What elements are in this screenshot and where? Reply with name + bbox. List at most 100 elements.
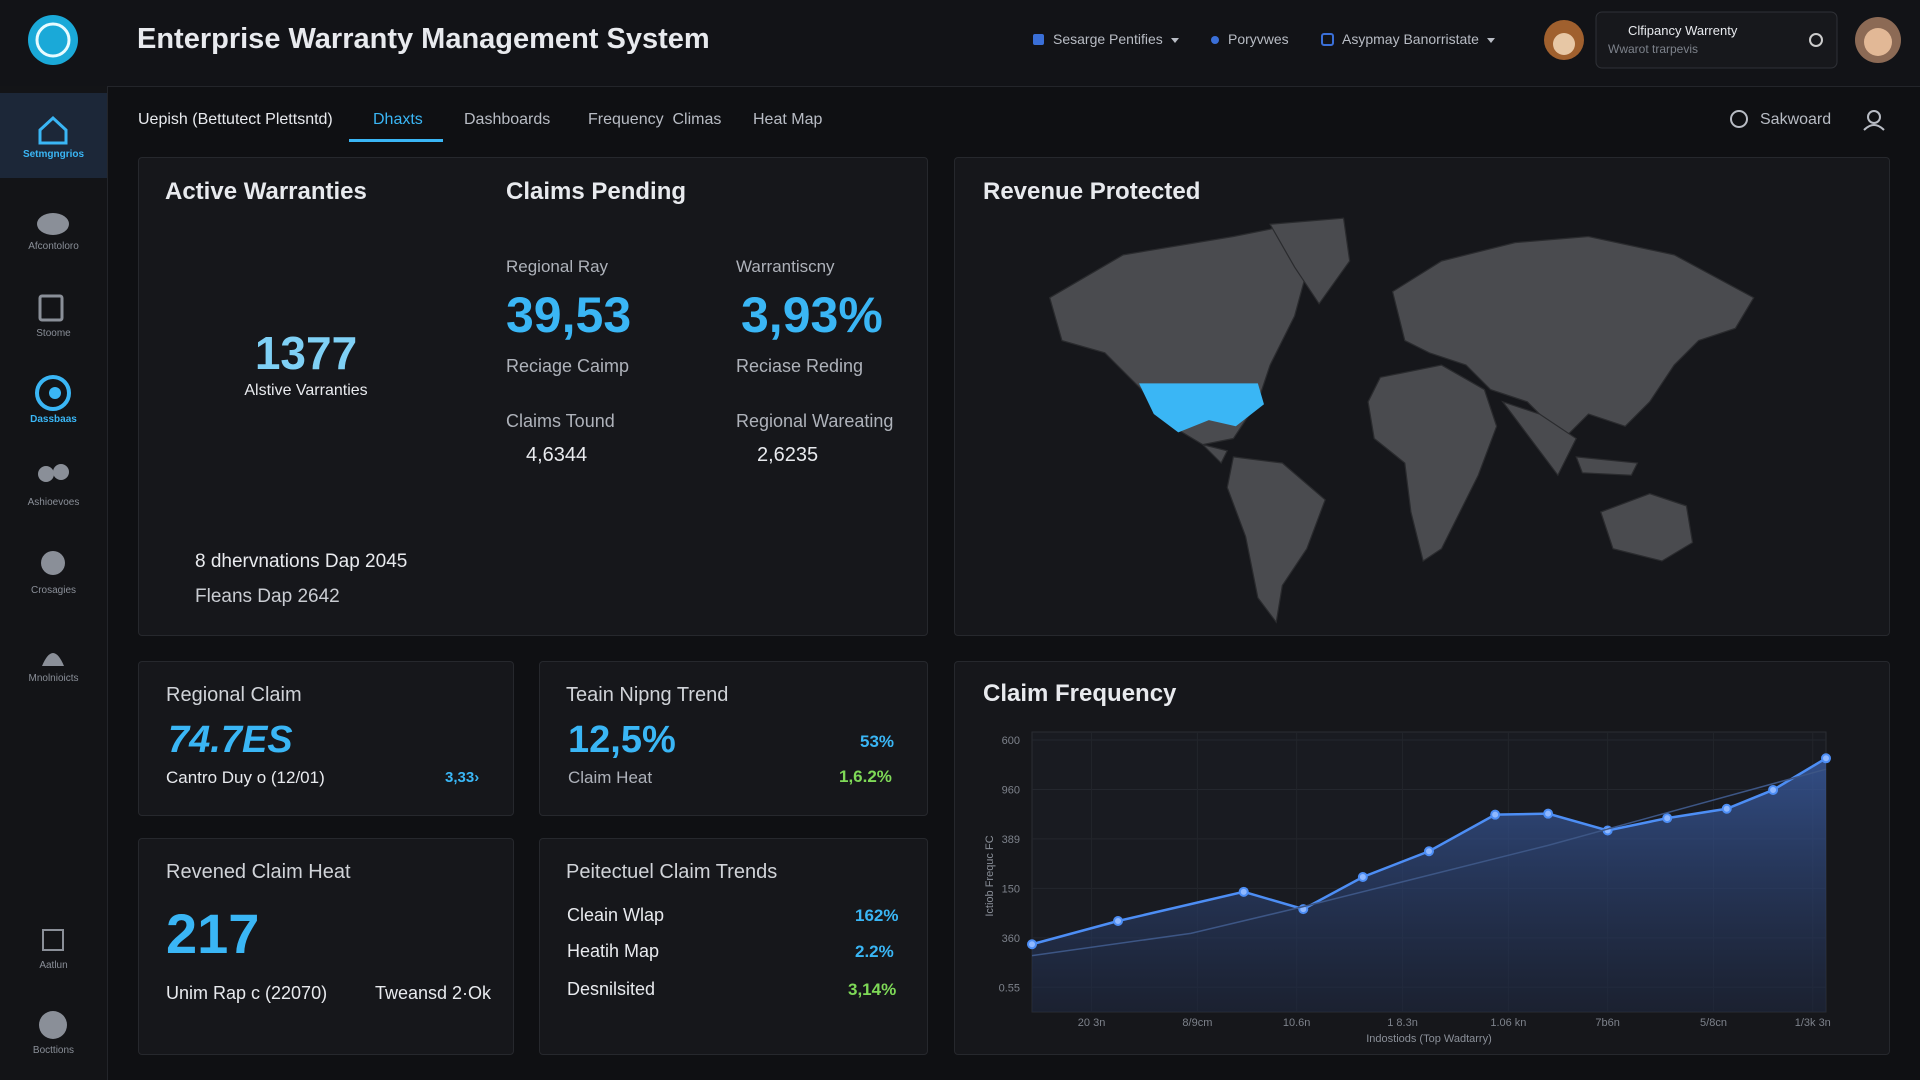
kpi-side: Tweansd 2·Ok — [375, 983, 492, 1003]
check-item[interactable]: 8 dhervnations Dap 2045 — [195, 551, 408, 572]
tab[interactable]: Heat Map — [753, 111, 823, 128]
nav-item[interactable]: Ashioevoes — [27, 497, 80, 508]
point — [1238, 886, 1249, 897]
continent — [1599, 492, 1694, 562]
kpi-side: 3,33› — [445, 769, 480, 786]
panel-title: Claims Pending — [506, 178, 687, 205]
panel-title: Revenue Protected — [983, 178, 1201, 205]
nav-item[interactable]: Aatlun — [39, 960, 68, 971]
badge: 53% — [860, 732, 895, 751]
x-tick-label: 1/3k 3n — [1795, 1017, 1831, 1029]
trend-label: Cleain Wlap — [567, 905, 665, 925]
y-tick-label: 600 — [1002, 735, 1020, 747]
caret — [1170, 37, 1179, 43]
stat-extra: 2,6235 — [757, 444, 819, 466]
panel — [138, 838, 514, 1055]
area — [1032, 758, 1826, 1012]
continent — [1367, 364, 1498, 562]
point — [1721, 803, 1732, 814]
continent — [1200, 443, 1229, 465]
tab[interactable]: Uepish (Bettutect Plettsntd) — [138, 111, 333, 128]
kpi-sub: Cantro Duy o (12/01) — [166, 768, 325, 787]
account-name: Clfipancy Warrenty — [1628, 23, 1738, 38]
account-subtitle: Wwarot trarpevis — [1608, 42, 1699, 56]
panel-title: Teain Nipng Trend — [566, 684, 729, 706]
y-tick-label: 150 — [1002, 883, 1020, 895]
kpi-value: 12,5% — [568, 719, 676, 761]
x-tick-label: 7b6n — [1595, 1017, 1619, 1029]
stat-label: Warrantiscny — [736, 257, 835, 276]
point — [1543, 808, 1554, 819]
panel — [138, 157, 928, 636]
x-tick-label: 20 3n — [1078, 1017, 1106, 1029]
check-item[interactable]: Fleans Dap 2642 — [195, 586, 340, 607]
line — [1031, 768, 1827, 957]
menu[interactable]: Asypmay Banorristate — [1342, 31, 1495, 48]
menu[interactable]: Poryvwes — [1228, 31, 1289, 47]
kpi-sub: Unim Rap c (22070) — [166, 983, 328, 1003]
chart-title: Claim Frequency — [983, 680, 1177, 707]
tab[interactable]: Frequency Climas — [588, 111, 722, 128]
point — [1768, 784, 1779, 795]
x-tick-label: 1 8.3n — [1387, 1017, 1418, 1029]
trend-value: 3,14% — [848, 980, 897, 999]
kpi-value: 74.7ES — [168, 719, 293, 761]
point — [1424, 846, 1434, 857]
trend-value: 162% — [855, 906, 899, 925]
stat-value: 39,53 — [506, 287, 632, 343]
panel-title: Active Warranties — [165, 178, 367, 205]
search[interactable]: Sakwoard — [1760, 111, 1832, 128]
stat-extra: 4,6344 — [526, 444, 588, 466]
menu-label: Asypmay Banorristate — [1342, 31, 1479, 47]
nav-item[interactable]: Stoome — [36, 328, 71, 339]
y-tick-label: 389 — [1002, 834, 1020, 846]
y-tick-label: 0.55 — [999, 982, 1020, 994]
continent — [1575, 456, 1639, 476]
nav-item[interactable]: Crosagies — [30, 585, 77, 596]
donut-label: Alstive Varranties — [244, 382, 368, 399]
point — [1357, 871, 1368, 882]
nav-item[interactable]: Afcontoloro — [28, 241, 79, 252]
panel-title: Regional Claim — [166, 684, 302, 706]
stat-label: Regional Ray — [506, 257, 609, 276]
stat-value: 3,93% — [741, 287, 883, 343]
menu-label: Sesarge Pentifies — [1053, 31, 1163, 47]
panel-title: Revened Claim Heat — [166, 861, 351, 883]
point — [1662, 813, 1673, 824]
panel — [138, 661, 514, 816]
stat-sub: Reciage Caimp — [506, 356, 630, 376]
kpi-sub: Claim Heat — [568, 768, 653, 787]
tab[interactable]: Dashboards — [464, 111, 551, 128]
point — [1027, 939, 1037, 950]
trend-value: 2.2% — [855, 942, 894, 961]
world-map — [1048, 217, 1755, 624]
trend-label: Heatih Map — [567, 941, 660, 961]
sidebar — [0, 86, 108, 1080]
point — [1821, 753, 1831, 764]
y-tick-label: 360 — [1002, 933, 1020, 945]
nav-item[interactable]: Setmgngrios — [22, 149, 85, 160]
y-axis-label: Ictiob Frequc FC — [984, 835, 996, 916]
kpi-value: 217 — [166, 902, 260, 965]
app-title: Enterprise Warranty Management System — [137, 23, 710, 55]
badge: 1,6.2% — [839, 767, 892, 786]
stat-sub: Reciase Reding — [736, 356, 864, 376]
x-tick-label: 10.6n — [1283, 1017, 1311, 1029]
x-tick-label: 5/8cn — [1700, 1017, 1727, 1029]
x-axis-label: Indostiods (Top Wadtarry) — [1366, 1033, 1492, 1045]
menu[interactable]: Sesarge Pentifies — [1053, 31, 1179, 48]
stat-label: Regional Wareating — [736, 411, 894, 431]
donut-value: 1377 — [254, 327, 358, 379]
stat-label: Claims Tound — [506, 411, 615, 431]
panel-title: Peitectuel Claim Trends — [566, 861, 778, 883]
highlight-region — [1139, 383, 1264, 433]
tab[interactable]: Dhaxts — [373, 111, 423, 128]
panel — [539, 838, 928, 1055]
trend-label: Desnilsited — [567, 979, 656, 999]
nav-item[interactable]: Mnolnioicts — [28, 673, 79, 684]
nav-item[interactable]: Dassbaas — [30, 414, 77, 425]
y-tick-label: 960 — [1002, 784, 1020, 796]
nav-item[interactable]: Bocttions — [32, 1045, 75, 1056]
continent — [1226, 456, 1326, 624]
